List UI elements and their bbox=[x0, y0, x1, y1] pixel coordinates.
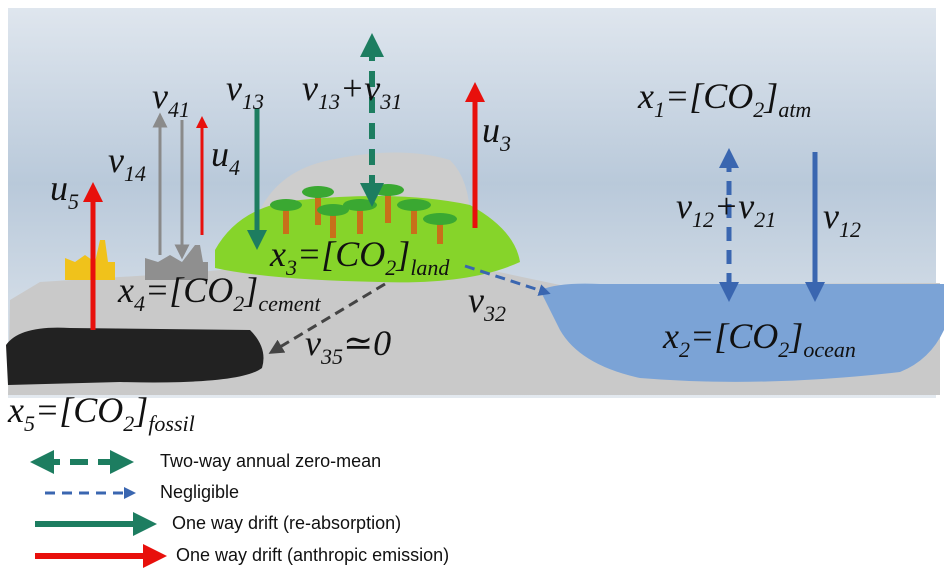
label-text: =[CO bbox=[690, 316, 778, 356]
math-label: x5=[CO2]fossil bbox=[7, 390, 195, 436]
label-text: =[CO bbox=[297, 234, 385, 274]
factory-yellow bbox=[65, 240, 115, 280]
math-label: u4 bbox=[211, 134, 240, 180]
label-text: v bbox=[108, 140, 124, 180]
subscript: 31 bbox=[379, 89, 402, 114]
label-text: v bbox=[468, 280, 484, 320]
math-label: u5 bbox=[50, 168, 79, 214]
label-text: x bbox=[637, 76, 654, 116]
subscript: 3 bbox=[285, 255, 297, 280]
label-text: v bbox=[676, 186, 692, 226]
legend-label: One way drift (anthropic emission) bbox=[176, 545, 449, 565]
label-text: u bbox=[482, 110, 500, 150]
subscript: 2 bbox=[385, 255, 396, 280]
subscript: 5 bbox=[68, 189, 79, 214]
label-text: u bbox=[50, 168, 68, 208]
label-text: x bbox=[117, 270, 134, 310]
trees bbox=[270, 184, 457, 244]
math-label: v14 bbox=[108, 140, 146, 186]
subscript: 12 bbox=[692, 207, 714, 232]
label-text: x bbox=[7, 390, 24, 430]
label-text: =[CO bbox=[35, 390, 123, 430]
subscript: 2 bbox=[123, 411, 134, 436]
subscript: 13 bbox=[318, 89, 340, 114]
fossil-reserve bbox=[6, 327, 264, 385]
subscript: land bbox=[410, 255, 450, 280]
math-label: v12+v21 bbox=[676, 186, 776, 232]
label-text: =[CO bbox=[145, 270, 233, 310]
label-text: x bbox=[662, 316, 679, 356]
label-text: ≃0 bbox=[343, 323, 391, 363]
factory-gray bbox=[145, 245, 208, 280]
label-text: v bbox=[152, 76, 168, 116]
legend-label: Negligible bbox=[160, 482, 239, 502]
label-text: ] bbox=[763, 76, 778, 116]
math-label: x4=[CO2]cement bbox=[117, 270, 321, 316]
subscript: fossil bbox=[148, 411, 194, 436]
subscript: 2 bbox=[778, 337, 789, 362]
subscript: 4 bbox=[229, 155, 240, 180]
subscript: 4 bbox=[134, 291, 145, 316]
subscript: 1 bbox=[654, 97, 665, 122]
subscript: 14 bbox=[124, 161, 146, 186]
legend-label: Two-way annual zero-mean bbox=[160, 451, 381, 471]
ocean bbox=[540, 283, 944, 382]
math-label: x2=[CO2]ocean bbox=[662, 316, 856, 362]
subscript: 5 bbox=[24, 411, 35, 436]
label-text: ] bbox=[243, 270, 258, 310]
label-text: v bbox=[305, 323, 321, 363]
math-label: v13+v31 bbox=[302, 68, 402, 114]
label-text: +v bbox=[714, 186, 754, 226]
subscript: 12 bbox=[839, 217, 861, 242]
legend-label: One way drift (re-absorption) bbox=[172, 513, 401, 533]
label-text: v bbox=[226, 68, 242, 108]
label-text: ] bbox=[133, 390, 148, 430]
subscript: 2 bbox=[753, 97, 764, 122]
subscript: 21 bbox=[754, 207, 776, 232]
subscript: 41 bbox=[168, 97, 190, 122]
subscript: 2 bbox=[679, 337, 690, 362]
subscript: 2 bbox=[233, 291, 244, 316]
label-text: ] bbox=[788, 316, 803, 356]
label-text: u bbox=[211, 134, 229, 174]
math-label: v12 bbox=[823, 196, 861, 242]
legend: Two-way annual zero-mean Negligible One … bbox=[29, 450, 449, 568]
subscript: 13 bbox=[242, 89, 264, 114]
math-label: x3=[CO2]land bbox=[269, 234, 450, 280]
math-label: u3 bbox=[482, 110, 511, 156]
subscript: cement bbox=[258, 291, 321, 316]
subscript: atm bbox=[778, 97, 811, 122]
label-text: x bbox=[269, 234, 286, 274]
math-label: v13 bbox=[226, 68, 264, 114]
arrows bbox=[83, 32, 825, 354]
label-text: v bbox=[823, 196, 839, 236]
math-label: v41 bbox=[152, 76, 190, 122]
math-label: x1=[CO2]atm bbox=[637, 76, 811, 122]
subscript: 35 bbox=[320, 344, 343, 369]
math-label: v32 bbox=[468, 280, 506, 326]
math-label: v35≃0 bbox=[305, 323, 391, 369]
subscript: 3 bbox=[499, 131, 511, 156]
label-text: ] bbox=[395, 234, 410, 274]
label-text: +v bbox=[340, 68, 380, 108]
subscript: 32 bbox=[483, 301, 506, 326]
subscript: ocean bbox=[803, 337, 856, 362]
label-text: =[CO bbox=[665, 76, 753, 116]
label-text: v bbox=[302, 68, 318, 108]
